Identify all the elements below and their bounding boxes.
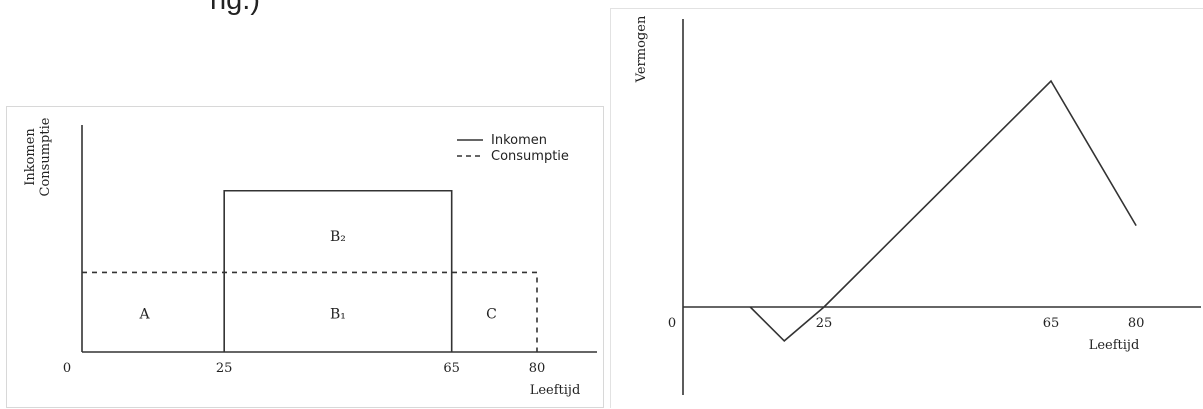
x-tick-label-25: 25 <box>216 361 233 376</box>
x-tick-label-65: 65 <box>443 361 460 376</box>
x-axis-title: Leeftijd <box>530 383 581 398</box>
legend-label-consumptie: Consumptie <box>491 149 569 164</box>
x-tick-label-0: 0 <box>668 316 676 331</box>
region-label-c: C <box>486 306 497 322</box>
x-tick-label-0: 0 <box>63 361 71 376</box>
y-axis-title-0: Inkomen <box>23 128 38 186</box>
wealth-line <box>749 79 1137 342</box>
cropped-caption-fragment: ng.) <box>210 0 260 16</box>
y-axis-title-1: Consumptie <box>38 117 53 196</box>
series-line-inkomen <box>223 189 453 352</box>
x-tick-label-80: 80 <box>529 361 546 376</box>
series-line-consumptie <box>82 271 538 352</box>
legend-label-inkomen: Inkomen <box>491 133 547 148</box>
wealth-chart: 0 25 65 80 Leeftijd Vermogen <box>610 8 1203 408</box>
x-tick-label-25: 25 <box>816 316 833 331</box>
wealth-svg: 0 25 65 80 Leeftijd Vermogen <box>634 15 1201 395</box>
y-axis-title: Vermogen <box>634 15 649 83</box>
x-axis-title: Leeftijd <box>1089 338 1140 353</box>
x-tick-label-65: 65 <box>1043 316 1060 331</box>
x-tick-label-80: 80 <box>1128 316 1145 331</box>
income-consumption-chart: 0 25 65 80 Leeftijd Inkomen Consumptie A B₁ B₂ C In… <box>6 106 604 408</box>
region-label-a: A <box>139 306 151 322</box>
region-label-b2: B₂ <box>330 229 346 245</box>
region-label-b2: B₁ <box>330 306 346 322</box>
